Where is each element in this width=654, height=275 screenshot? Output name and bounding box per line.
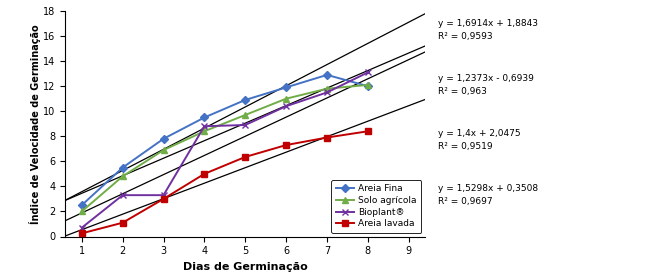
Solo agrícola xyxy=(160,148,167,152)
Line: Solo agrícola: Solo agrícola xyxy=(78,81,371,215)
Areia Fina xyxy=(201,116,209,119)
Bioplant® xyxy=(201,125,209,128)
Areia lavada xyxy=(364,130,372,133)
Areia Fina xyxy=(323,73,331,76)
Solo agrícola xyxy=(283,97,290,100)
Bioplant® xyxy=(364,71,372,74)
Areia Fina xyxy=(160,137,167,141)
Solo agrícola xyxy=(119,175,127,178)
Bioplant® xyxy=(283,104,290,108)
Legend: Areia Fina, Solo agrícola, Bioplant®, Areia lavada: Areia Fina, Solo agrícola, Bioplant®, Ar… xyxy=(332,180,421,233)
Areia Fina xyxy=(119,166,127,169)
Bioplant® xyxy=(323,91,331,94)
Text: y = 1,4x + 2,0475
R² = 0,9519: y = 1,4x + 2,0475 R² = 0,9519 xyxy=(438,129,521,151)
Areia Fina xyxy=(283,86,290,89)
Y-axis label: Índice de Velocidade de Germinação: Índice de Velocidade de Germinação xyxy=(29,24,41,224)
Areia Fina xyxy=(78,204,86,207)
Bioplant® xyxy=(78,226,86,229)
Text: y = 1,2373x - 0,6939
R² = 0,963: y = 1,2373x - 0,6939 R² = 0,963 xyxy=(438,74,534,96)
Bioplant® xyxy=(160,194,167,197)
Text: y = 1,5298x + 0,3508
R² = 0,9697: y = 1,5298x + 0,3508 R² = 0,9697 xyxy=(438,184,538,206)
Areia Fina xyxy=(241,98,249,101)
Bioplant® xyxy=(119,194,127,197)
Solo agrícola xyxy=(323,87,331,90)
Solo agrícola xyxy=(201,130,209,133)
Line: Areia Fina: Areia Fina xyxy=(78,72,371,208)
Line: Areia lavada: Areia lavada xyxy=(78,128,371,236)
Areia lavada xyxy=(201,172,209,175)
Areia lavada xyxy=(78,232,86,235)
Areia lavada xyxy=(119,221,127,224)
Line: Bioplant®: Bioplant® xyxy=(78,69,371,231)
Areia lavada xyxy=(241,155,249,159)
Text: y = 1,6914x + 1,8843
R² = 0,9593: y = 1,6914x + 1,8843 R² = 0,9593 xyxy=(438,19,538,41)
Bioplant® xyxy=(241,123,249,127)
Solo agrícola xyxy=(364,83,372,87)
Solo agrícola xyxy=(78,210,86,213)
Areia Fina xyxy=(364,84,372,88)
Solo agrícola xyxy=(241,113,249,117)
Areia lavada xyxy=(160,197,167,200)
Areia lavada xyxy=(323,136,331,139)
Areia lavada xyxy=(283,143,290,147)
X-axis label: Dias de Germinação: Dias de Germinação xyxy=(183,262,307,272)
